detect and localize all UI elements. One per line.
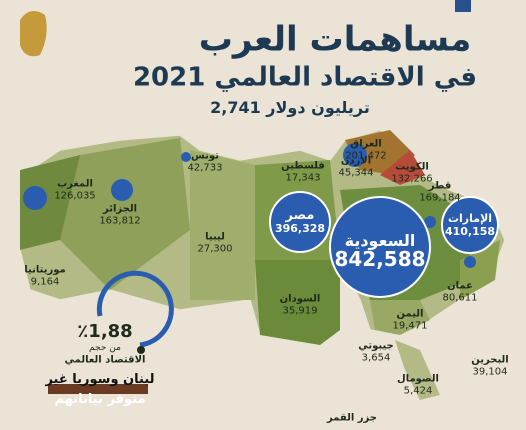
country-circle bbox=[441, 196, 499, 254]
country-value: 169,184 bbox=[419, 192, 461, 204]
land bbox=[395, 340, 440, 400]
subtitle: في الاقتصاد العالمي 2021 bbox=[132, 62, 478, 93]
corner-mark bbox=[455, 0, 471, 12]
country-value: 3,654 bbox=[361, 352, 391, 364]
region bbox=[370, 300, 430, 335]
country-circle bbox=[424, 216, 436, 228]
region bbox=[380, 150, 425, 185]
country-circle bbox=[464, 256, 476, 268]
region bbox=[460, 240, 500, 300]
country-name: الصومال bbox=[397, 373, 439, 385]
share-sign: ٪ bbox=[77, 321, 89, 343]
country-name: عمان bbox=[447, 280, 473, 292]
country-name: جزر القمر bbox=[327, 412, 377, 424]
region bbox=[190, 150, 255, 300]
country-value: 19,471 bbox=[392, 320, 428, 332]
country-circle bbox=[111, 179, 133, 201]
country-value: 35,919 bbox=[282, 305, 318, 317]
note-band bbox=[48, 384, 148, 394]
country-value: 410,158 bbox=[444, 224, 496, 238]
country-name: السودان bbox=[279, 293, 321, 305]
region bbox=[255, 260, 340, 345]
region bbox=[60, 138, 190, 290]
country-value: 842,588 bbox=[334, 247, 426, 271]
country-value: 201,472 bbox=[345, 150, 387, 162]
country-name: قطر bbox=[428, 180, 452, 192]
country-name: السعودية bbox=[344, 231, 416, 251]
share-line: من حجم bbox=[89, 343, 121, 354]
country-value: 39,104 bbox=[472, 366, 508, 378]
country-circle bbox=[181, 152, 191, 162]
country-value: 396,328 bbox=[274, 221, 326, 235]
share-number: 1,88 bbox=[88, 321, 133, 343]
country-name: اليمن bbox=[396, 308, 424, 320]
country-value: 42,733 bbox=[187, 162, 223, 174]
country-value: 163,812 bbox=[99, 215, 141, 227]
country-name: المغرب bbox=[57, 178, 93, 190]
country-name: الكويت bbox=[395, 161, 429, 173]
country-name: الجزائر bbox=[102, 203, 138, 215]
country-value: 132,266 bbox=[391, 173, 433, 185]
country-name: مصر bbox=[285, 207, 315, 223]
country-value: 5,424 bbox=[403, 385, 433, 397]
share-line: الاقتصاد العالمي bbox=[64, 354, 146, 366]
title: مساهمات العرب bbox=[198, 19, 472, 60]
share-dot bbox=[137, 346, 145, 354]
country-value: 126,035 bbox=[54, 190, 96, 202]
country-value: 80,611 bbox=[442, 292, 478, 304]
country-value: 17,343 bbox=[285, 172, 321, 184]
country-name: فلسطين bbox=[281, 160, 325, 172]
note-line: متوفر بياناتهم bbox=[54, 391, 146, 407]
share-arc bbox=[96, 270, 174, 348]
total: 2,741 تريليون دولار bbox=[210, 98, 370, 118]
country-name: ليبيا bbox=[205, 231, 225, 243]
country-name: الأردن bbox=[340, 155, 372, 167]
country-circle bbox=[269, 191, 331, 253]
country-circle bbox=[343, 143, 367, 167]
country-value: 9,164 bbox=[30, 276, 60, 288]
country-value: 27,300 bbox=[197, 243, 233, 255]
country-name: موريتانيا bbox=[24, 264, 66, 276]
country-value: 45,344 bbox=[338, 167, 374, 179]
country-name: العراق bbox=[350, 138, 382, 150]
share-value: ٪1,88 bbox=[77, 322, 132, 342]
note-line: لبنان وسوريا غير bbox=[45, 371, 155, 387]
country-name: تونس bbox=[191, 150, 219, 162]
country-name: الإمارات bbox=[447, 211, 493, 225]
country-name: جيبوتي bbox=[358, 340, 394, 352]
logo bbox=[20, 11, 47, 57]
country-name: البحرين bbox=[471, 354, 509, 366]
country-circle bbox=[23, 186, 47, 210]
country-circle bbox=[329, 196, 431, 298]
